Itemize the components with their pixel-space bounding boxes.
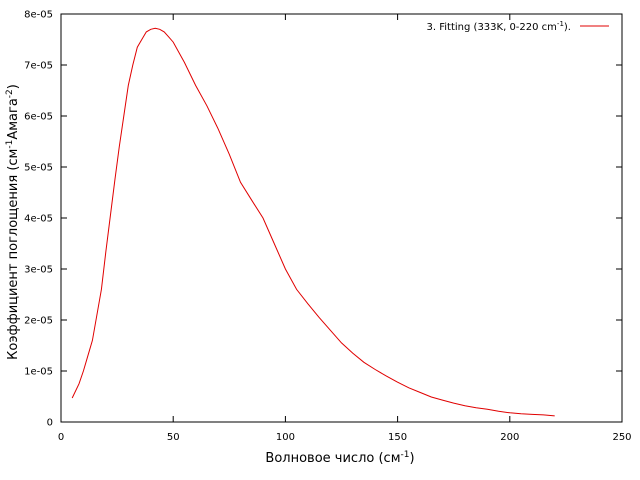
x-tick-label: 200 — [500, 432, 519, 443]
y-tick-label: 6e-05 — [24, 112, 53, 123]
legend-label: 3. Fitting (333K, 0-220 cm-1). — [427, 20, 571, 33]
fitting-curve — [71, 27, 555, 417]
y-tick-label: 8e-05 — [24, 10, 53, 21]
x-axis-title: Волновое число (см-1) — [265, 450, 414, 466]
y-tick-label: 2e-05 — [24, 316, 53, 327]
y-tick-label: 4e-05 — [24, 214, 53, 225]
y-tick-label: 5e-05 — [24, 163, 53, 174]
plot-frame — [60, 13, 623, 423]
x-axis-ticks: 0 50 100 150 200 250 — [58, 14, 632, 443]
y-axis-ticks: 0 1e-05 2e-05 3e-05 4e-05 5e-05 6e-05 7e-05 8e-0… — [24, 10, 622, 429]
x-tick-label: 100 — [276, 432, 295, 443]
x-tick-label: 0 — [58, 432, 64, 443]
y-tick-label: 7e-05 — [24, 61, 53, 72]
y-axis-title: Коэффициент поглощения (см-1Амага-2) — [5, 84, 21, 360]
x-tick-label: 50 — [167, 432, 180, 443]
x-tick-label: 150 — [388, 432, 407, 443]
y-tick-label: 3e-05 — [24, 265, 53, 276]
x-tick-label: 250 — [612, 432, 631, 443]
legend: 3. Fitting (333K, 0-220 cm-1). — [427, 20, 609, 33]
y-tick-label: 0 — [47, 418, 53, 429]
y-tick-label: 1e-05 — [24, 367, 53, 378]
